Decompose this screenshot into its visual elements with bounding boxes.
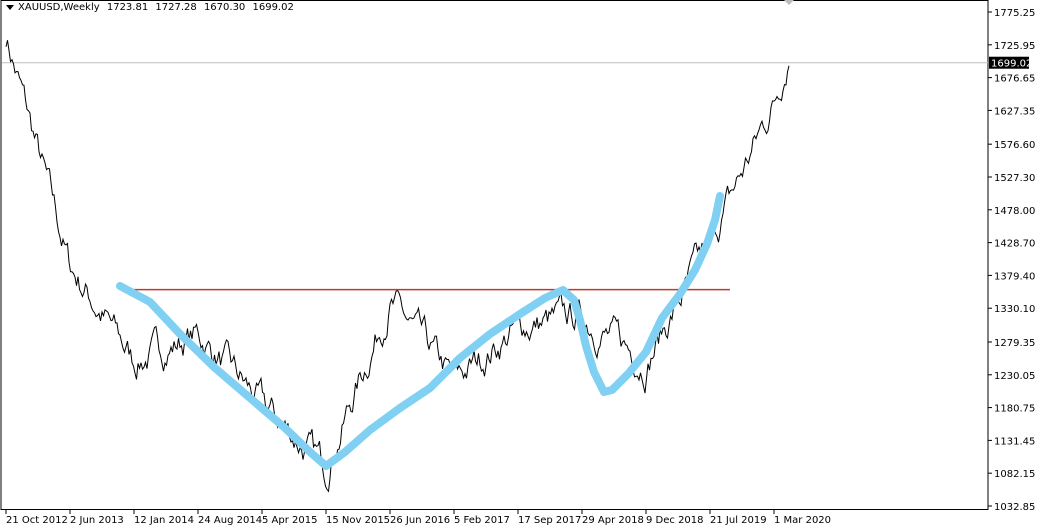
x-tick-label: 5 Feb 2017 <box>454 515 510 526</box>
x-tick-label: 2 Jun 2013 <box>70 515 124 526</box>
price-series-line <box>5 40 790 493</box>
y-tick-label: 1230.05 <box>994 371 1035 382</box>
close-value: 1699.02 <box>252 2 294 13</box>
y-tick-label: 1775.25 <box>994 8 1035 19</box>
x-tick-label: 12 Jan 2014 <box>134 515 194 526</box>
dropdown-triangle-icon[interactable] <box>6 4 14 10</box>
y-tick-label: 1279.35 <box>994 338 1035 349</box>
open-value: 1723.81 <box>106 2 149 13</box>
x-tick-label: 5 Apr 2015 <box>262 515 317 526</box>
x-tick-label: 24 Aug 2014 <box>198 515 262 526</box>
current-price-badge <box>989 56 1029 69</box>
high-value: 1727.28 <box>155 2 197 13</box>
x-tick-label: 17 Sep 2017 <box>518 515 581 526</box>
y-tick-label: 1478.00 <box>994 206 1035 217</box>
y-tick-label: 1725.95 <box>994 41 1035 52</box>
y-tick-label: 1131.45 <box>994 436 1035 447</box>
y-tick-label: 1527.30 <box>994 173 1035 184</box>
y-tick-label: 1032.85 <box>994 502 1035 513</box>
y-tick-label: 1180.75 <box>994 404 1035 415</box>
x-tick-label: 21 Oct 2012 <box>6 515 68 526</box>
y-tick-label: 1576.60 <box>994 140 1035 151</box>
plot-border <box>0 0 989 510</box>
x-tick-label: 15 Nov 2015 <box>326 515 390 526</box>
y-tick-label: 1082.15 <box>994 469 1035 480</box>
y-tick-label: 1676.65 <box>994 74 1035 85</box>
scroll-marker-icon[interactable] <box>784 0 794 5</box>
x-tick-label: 29 Apr 2018 <box>582 515 644 526</box>
y-tick-label: 1379.40 <box>994 271 1035 282</box>
y-tick-label: 1627.35 <box>994 106 1035 117</box>
x-tick-label: 1 Mar 2020 <box>774 515 831 526</box>
current-price-label: 1699.02 <box>991 59 1032 70</box>
low-value: 1670.30 <box>203 2 246 13</box>
x-tick-label: 21 Jul 2019 <box>710 515 767 526</box>
y-tick-label: 1428.70 <box>994 239 1035 250</box>
x-tick-label: 26 Jun 2016 <box>390 515 450 526</box>
symbol-name: XAUUSD,Weekly <box>18 2 100 13</box>
symbol-header: XAUUSD,Weekly 1723.81 1727.28 1670.30 16… <box>6 2 298 13</box>
x-tick-label: 9 Dec 2018 <box>646 515 704 526</box>
drawn-curve[interactable] <box>116 192 724 470</box>
y-tick-label: 1330.10 <box>994 304 1035 315</box>
